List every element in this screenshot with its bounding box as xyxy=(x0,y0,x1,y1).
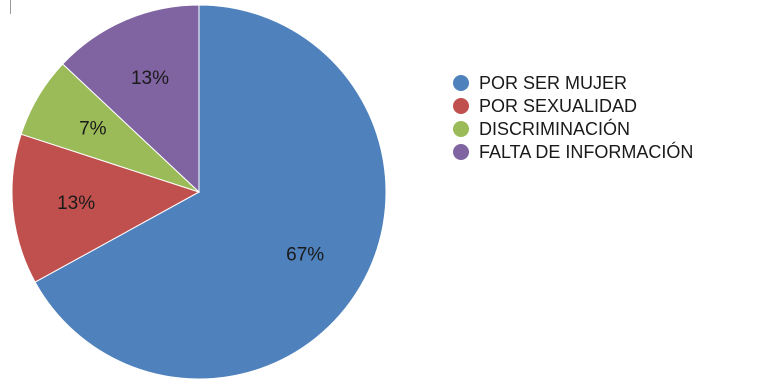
pie-slice-por-sexualidad xyxy=(11,133,201,283)
pie-slice-falta-de-informacion xyxy=(61,4,200,194)
slice-value-label-por-sexualidad: 13% xyxy=(57,193,95,214)
slice-value-label-por-ser-mujer: 67% xyxy=(286,244,324,265)
legend-label-por-ser-mujer: POR SER MUJER xyxy=(479,73,627,93)
legend-marker-por-ser-mujer xyxy=(453,75,469,91)
slice-value-label-discriminacion: 7% xyxy=(79,119,107,140)
legend-label-por-sexualidad: POR SEXUALIDAD xyxy=(479,96,637,116)
slice-labels: 67% 13% 7% 13% xyxy=(57,68,324,265)
pie-slices xyxy=(11,4,387,379)
legend-marker-por-sexualidad xyxy=(453,98,469,114)
legend-marker-falta-de-informacion xyxy=(453,144,469,160)
frame-edge-mark xyxy=(10,0,11,14)
pie-slice-por-ser-mujer xyxy=(34,4,387,379)
legend: POR SER MUJER POR SEXUALIDADDISCRIMINACIÓ… xyxy=(453,73,693,162)
legend-marker-discriminacion xyxy=(453,121,469,137)
legend-label-falta-de-informacion: FALTA DE INFORMACIÓN xyxy=(479,141,693,162)
legend-label-discriminacion: DISCRIMINACIÓN xyxy=(479,118,630,139)
slice-value-label-falta-de-informacion: 13% xyxy=(131,68,169,89)
